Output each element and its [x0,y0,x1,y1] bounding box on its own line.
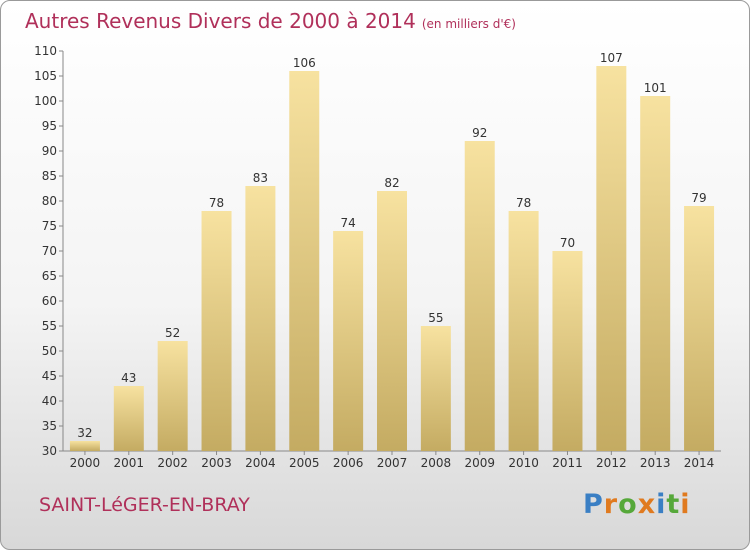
bar [333,231,364,451]
y-tick-label: 105 [34,69,57,83]
bar [113,386,144,451]
bar [289,71,320,451]
x-tick-label: 2006 [333,456,364,470]
bar-value-label: 43 [121,371,136,385]
x-tick-label: 2002 [157,456,188,470]
x-tick-label: 2011 [552,456,583,470]
y-tick-label: 55 [42,319,57,333]
x-tick-label: 2008 [421,456,452,470]
x-tick-label: 2010 [508,456,539,470]
axes: 30 35 40 45 50 55 60 65 70 75 80 85 90 95 100 105 110 200… [34,44,721,470]
bar-value-label: 70 [560,236,575,250]
bar [508,211,539,451]
x-tick-label: 2003 [201,456,232,470]
bar-value-label: 92 [472,126,487,140]
y-tick-label: 85 [42,169,57,183]
proxiti-logo: Proxiti [583,489,691,520]
y-tick-label: 100 [34,94,57,108]
bar-value-label: 106 [293,56,316,70]
logo-letter: i [680,489,691,520]
y-tick-label: 50 [42,344,57,358]
y-tick-label: 75 [42,219,57,233]
bars: 32 43 52 78 83 106 74 82 55 92 78 70 107 101 79 [69,51,715,451]
bar [684,206,715,451]
x-tick-label: 2012 [596,456,627,470]
x-tick-label: 2007 [377,456,408,470]
y-tick-label: 110 [34,44,57,58]
place-name: SAINT-LéGER-EN-BRAY [39,494,250,516]
bar-value-label: 78 [209,196,224,210]
bar [157,341,188,451]
bar-value-label: 83 [253,171,268,185]
x-tick-label: 2005 [289,456,320,470]
logo-letter: x [637,489,657,520]
y-tick-label: 90 [42,144,57,158]
bar-value-label: 101 [644,81,667,95]
y-tick-label: 65 [42,269,57,283]
y-tick-label: 45 [42,369,57,383]
y-tick-label: 70 [42,244,57,258]
y-tick-label: 40 [42,394,57,408]
y-tick-label: 60 [42,294,57,308]
bar [552,251,583,451]
bar-value-label: 79 [691,191,706,205]
bar [201,211,232,451]
logo-letter: o [618,489,638,520]
bar-value-label: 55 [428,311,443,325]
x-tick-label: 2001 [114,456,145,470]
bar-value-label: 82 [384,176,399,190]
x-tick-label: 2004 [245,456,276,470]
logo-letter: P [583,489,604,520]
bar-value-label: 107 [600,51,623,65]
bar-value-label: 32 [77,426,92,440]
logo-letter: t [666,489,681,520]
bar [420,326,451,451]
x-tick-label: 2009 [464,456,495,470]
y-tick-label: 80 [42,194,57,208]
bar [377,191,407,451]
bar [464,141,495,451]
logo-letter: r [603,489,619,520]
chart-title: Autres Revenus Divers de 2000 à 2014 (en … [25,9,516,33]
bar [596,66,627,451]
x-tick-label: 2013 [640,456,671,470]
chart-title-text: Autres Revenus Divers de 2000 à 2014 [25,9,416,33]
bar-value-label: 78 [516,196,531,210]
logo-letter: i [656,489,667,520]
y-tick-label: 35 [42,419,57,433]
bar-value-label: 52 [165,326,180,340]
bar [69,441,100,451]
bar [245,186,276,451]
y-tick-label: 30 [42,444,57,458]
bar [640,96,671,451]
bar-value-label: 74 [340,216,355,230]
y-tick-label: 95 [42,119,57,133]
x-tick-label: 2000 [70,456,101,470]
chart-unit: (en milliers d'€) [421,17,516,31]
x-tick-label: 2014 [684,456,715,470]
